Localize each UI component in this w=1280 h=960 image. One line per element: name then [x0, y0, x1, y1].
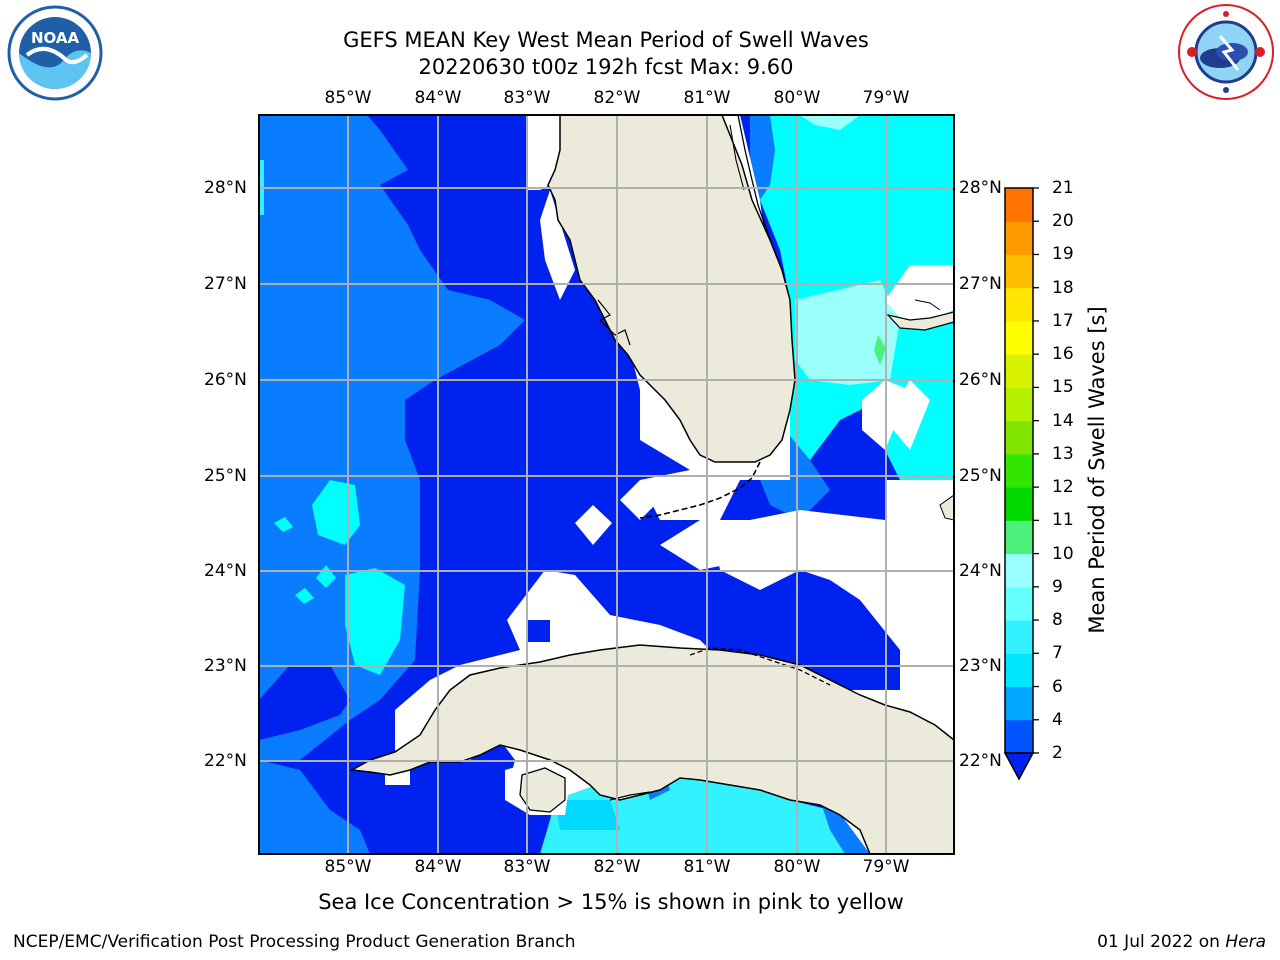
colorbar-tick-label: 9	[1052, 576, 1063, 597]
sea-ice-note: Sea Ice Concentration > 15% is shown in …	[318, 890, 904, 914]
colorbar-segment	[1005, 188, 1033, 222]
florida-landmass	[547, 115, 796, 463]
isle-of-youth	[519, 767, 566, 813]
noaa-logo-text: NOAA	[31, 29, 80, 47]
footer-credit: NCEP/EMC/Verification Post Processing Pr…	[13, 932, 576, 952]
lat-label-left: 22°N	[204, 751, 247, 771]
colorbar-segment	[1005, 653, 1033, 688]
colorbar-segment	[1005, 453, 1033, 488]
lon-label-top: 80°W	[773, 88, 821, 108]
map-title: GEFS MEAN Key West Mean Period of Swell …	[343, 28, 869, 52]
map-gridlines	[259, 115, 954, 854]
colorbar-under-triangle	[1003, 752, 1035, 781]
map-frame	[258, 114, 955, 855]
colorbar-tick-label: 6	[1052, 676, 1063, 697]
footer-host: Hera	[1225, 932, 1266, 952]
lat-label-right: 24°N	[959, 561, 1002, 581]
colorbar-segment	[1005, 221, 1033, 255]
lon-label-bottom: 82°W	[593, 857, 641, 877]
colorbar-tick-label: 18	[1052, 277, 1074, 298]
lon-label-bottom: 79°W	[862, 857, 910, 877]
colorbar-tick-label: 10	[1052, 543, 1074, 564]
colorbar-tick-label: 12	[1052, 477, 1074, 498]
colorbar-segment	[1005, 487, 1033, 521]
colorbar-segment	[1005, 287, 1033, 322]
colorbar-tick-label: 20	[1052, 211, 1074, 232]
lat-label-right: 27°N	[959, 274, 1002, 294]
footer-date: 01 Jul 2022 on Hera	[1097, 932, 1266, 952]
colorbar-tick-label: 11	[1052, 510, 1074, 531]
lat-label-left: 28°N	[204, 178, 247, 198]
lat-label-left: 23°N	[204, 656, 247, 676]
colorbar-tick-label: 21	[1052, 178, 1074, 198]
lon-label-bottom: 84°W	[414, 857, 462, 877]
colorbar-tick-label: 15	[1052, 377, 1074, 398]
lon-label-top: 85°W	[324, 88, 372, 108]
lat-label-right: 23°N	[959, 656, 1002, 676]
swell-band-southwest	[259, 760, 370, 854]
florida-keys	[639, 461, 761, 519]
swell-band-west	[259, 115, 525, 760]
colorbar-title: Mean Period of Swell Waves [s]	[1085, 306, 1109, 634]
colorbar-tick-label: 2	[1052, 743, 1063, 763]
colorbar-segment	[1005, 719, 1033, 754]
lat-label-right: 26°N	[959, 370, 1002, 390]
lat-label-right: 25°N	[959, 466, 1002, 486]
lon-label-top: 83°W	[503, 88, 551, 108]
lat-label-left: 26°N	[204, 370, 247, 390]
no-data-keys	[575, 505, 612, 545]
colorbar-segment	[1005, 520, 1033, 555]
lon-label-top: 81°W	[683, 88, 731, 108]
lon-label-top: 82°W	[593, 88, 641, 108]
colorbar-outline	[1004, 187, 1034, 754]
colorbar-segment	[1005, 686, 1033, 721]
colorbar-segment	[1005, 553, 1033, 588]
colorbar	[1003, 187, 1039, 781]
swell-patch-cyan-1	[345, 568, 405, 675]
colorbar-tick-label: 19	[1052, 244, 1074, 265]
colorbar-segment	[1005, 586, 1033, 621]
colorbar-segment	[1005, 320, 1033, 355]
noaa-logo-icon: NOAA	[5, 5, 105, 105]
lat-label-left: 25°N	[204, 466, 247, 486]
colorbar-segment	[1005, 354, 1033, 388]
lon-label-bottom: 81°W	[683, 857, 731, 877]
colorbar-tick-label: 14	[1052, 410, 1074, 431]
lat-label-right: 22°N	[959, 751, 1002, 771]
footer-date-text: 01 Jul 2022 on	[1097, 932, 1226, 952]
lon-label-bottom: 83°W	[503, 857, 551, 877]
lon-label-bottom: 80°W	[773, 857, 821, 877]
lon-label-top: 84°W	[414, 88, 462, 108]
map-subtitle: 20220630 t00z 192h fcst Max: 9.60	[418, 55, 794, 79]
colorbar-tick-label: 7	[1052, 643, 1063, 664]
colorbar-segment	[1005, 620, 1033, 654]
colorbar-tick-label: 13	[1052, 443, 1074, 464]
colorbar-segment	[1005, 420, 1033, 455]
lat-label-right: 28°N	[959, 178, 1002, 198]
cuba-landmass	[349, 644, 954, 854]
national-weather-service-logo-icon	[1176, 2, 1276, 106]
colorbar-segment	[1005, 254, 1033, 289]
colorbar-tick-label: 4	[1052, 709, 1063, 730]
lat-label-left: 24°N	[204, 561, 247, 581]
colorbar-tick-label: 16	[1052, 344, 1074, 365]
lon-label-bottom: 85°W	[324, 857, 372, 877]
colorbar-segment	[1005, 387, 1033, 422]
colorbar-tick-label: 8	[1052, 610, 1063, 631]
lon-label-top: 79°W	[862, 88, 910, 108]
colorbar-tick-label: 17	[1052, 310, 1074, 331]
lat-label-left: 27°N	[204, 274, 247, 294]
